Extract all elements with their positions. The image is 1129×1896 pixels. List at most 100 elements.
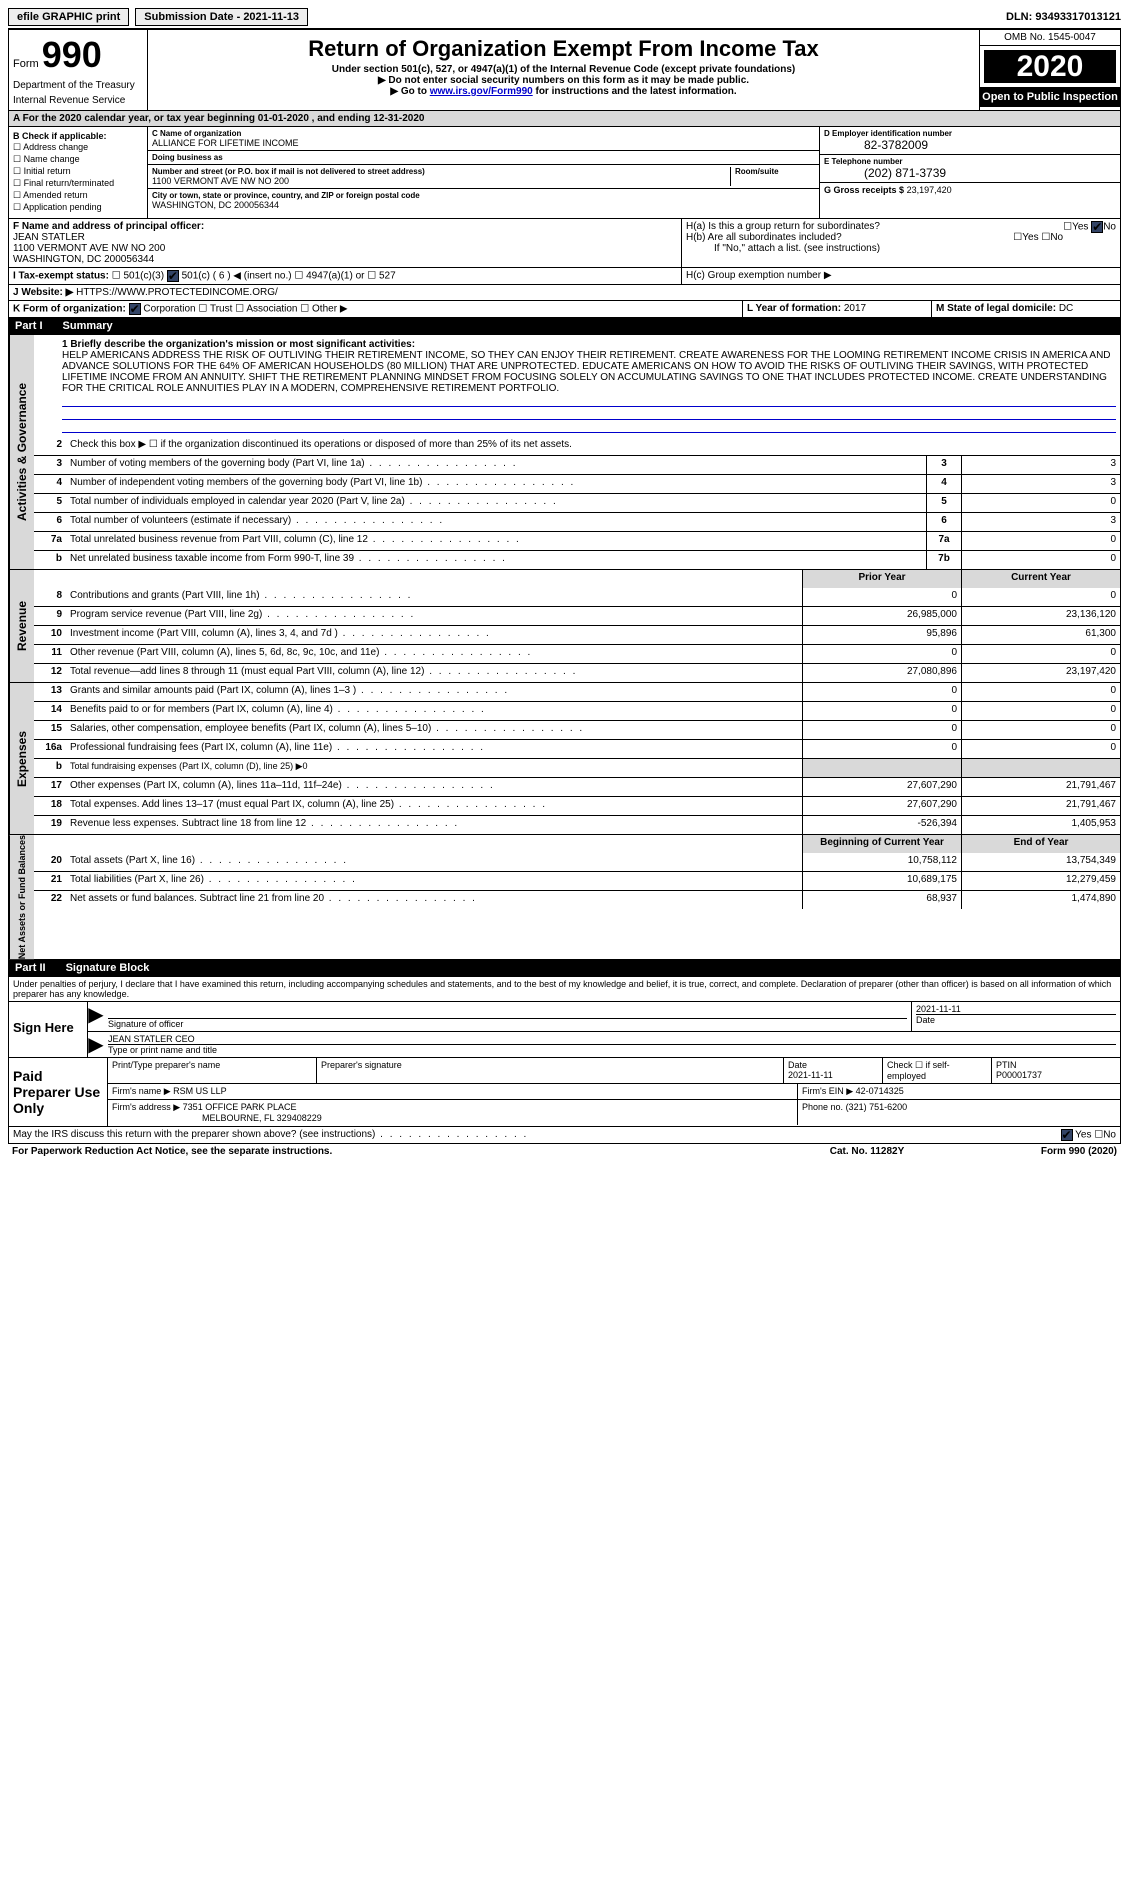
form-org-row: K Form of organization: Corporation ☐ Tr… (8, 301, 1121, 318)
table-row: 18Total expenses. Add lines 13–17 (must … (34, 796, 1120, 815)
revenue-section: Revenue Prior Year Current Year 8Contrib… (8, 570, 1121, 683)
firm-addr2: MELBOURNE, FL 329408229 (112, 1113, 322, 1123)
city-state-zip: WASHINGTON, DC 200056344 (152, 200, 815, 210)
chk-application-pending[interactable]: ☐ Application pending (13, 202, 143, 213)
tax-exempt-row: I Tax-exempt status: ☐ 501(c)(3) 501(c) … (8, 268, 1121, 285)
sign-here-label: Sign Here (9, 1002, 88, 1057)
table-row: bTotal fundraising expenses (Part IX, co… (34, 758, 1120, 777)
expenses-label: Expenses (9, 683, 34, 834)
table-row: 17Other expenses (Part IX, column (A), l… (34, 777, 1120, 796)
table-row: 10Investment income (Part VIII, column (… (34, 625, 1120, 644)
officer-addr2: WASHINGTON, DC 200056344 (13, 254, 677, 265)
box-b: B Check if applicable: ☐ Address change … (9, 127, 148, 218)
chk-initial-return[interactable]: ☐ Initial return (13, 166, 143, 177)
netassets-label: Net Assets or Fund Balances (9, 835, 34, 959)
ein-value: 82-3782009 (824, 138, 1116, 152)
prep-date: 2021-11-11 (788, 1070, 878, 1080)
table-row: 3Number of voting members of the governi… (34, 455, 1120, 474)
sig-date: 2021-11-11 (916, 1004, 1116, 1014)
table-row: 9Program service revenue (Part VIII, lin… (34, 606, 1120, 625)
netassets-section: Net Assets or Fund Balances Beginning of… (8, 835, 1121, 960)
expenses-section: Expenses 13Grants and similar amounts pa… (8, 683, 1121, 835)
firm-phone: (321) 751-6200 (846, 1102, 908, 1112)
chk-amended-return[interactable]: ☐ Amended return (13, 190, 143, 201)
table-row: 6Total number of volunteers (estimate if… (34, 512, 1120, 531)
table-row: 21Total liabilities (Part X, line 26)10,… (34, 871, 1120, 890)
form-number: 990 (42, 34, 102, 75)
table-row: bNet unrelated business taxable income f… (34, 550, 1120, 569)
table-row: 20Total assets (Part X, line 16)10,758,1… (34, 853, 1120, 871)
paid-preparer-label: Paid Preparer Use Only (9, 1058, 108, 1126)
table-row: 7aTotal unrelated business revenue from … (34, 531, 1120, 550)
entity-info-block: B Check if applicable: ☐ Address change … (8, 127, 1121, 219)
part-1-header: Part I Summary (8, 318, 1121, 335)
chk-name-change[interactable]: ☐ Name change (13, 154, 143, 165)
firm-ein: 42-0714325 (856, 1086, 904, 1096)
discuss-yes-check[interactable] (1061, 1129, 1073, 1141)
firm-name: RSM US LLP (173, 1086, 227, 1096)
website-row: J Website: ▶ HTTPS://WWW.PROTECTEDINCOME… (8, 285, 1121, 301)
preparer-block: Paid Preparer Use Only Print/Type prepar… (8, 1058, 1121, 1127)
table-row: 5Total number of individuals employed in… (34, 493, 1120, 512)
firm-addr1: 7351 OFFICE PARK PLACE (183, 1102, 297, 1112)
signer-name: JEAN STATLER CEO (108, 1034, 1116, 1044)
street-address: 1100 VERMONT AVE NW NO 200 (152, 176, 730, 186)
box-c: C Name of organization ALLIANCE FOR LIFE… (148, 127, 819, 218)
irs-link[interactable]: www.irs.gov/Form990 (430, 86, 533, 97)
chk-final-return[interactable]: ☐ Final return/terminated (13, 178, 143, 189)
h-a-no-check[interactable] (1091, 221, 1103, 233)
sig-arrow-icon-2: ▶ (88, 1032, 104, 1057)
top-bar: efile GRAPHIC print Submission Date - 20… (8, 8, 1121, 30)
discuss-row: May the IRS discuss this return with the… (8, 1127, 1121, 1144)
dln-label: DLN: 93493317013121 (1006, 11, 1121, 23)
governance-label: Activities & Governance (9, 335, 34, 569)
part-2-header: Part II Signature Block (8, 960, 1121, 977)
form-header: Form 990 Department of the Treasury Inte… (8, 30, 1121, 111)
corp-check[interactable] (129, 303, 141, 315)
tax-period-row: A For the 2020 calendar year, or tax yea… (8, 111, 1121, 127)
dept-treasury: Department of the Treasury (13, 80, 143, 91)
table-row: 13Grants and similar amounts paid (Part … (34, 683, 1120, 701)
subtitle-2: ▶ Do not enter social security numbers o… (152, 75, 975, 86)
officer-addr1: 1100 VERMONT AVE NW NO 200 (13, 243, 677, 254)
chk-address-change[interactable]: ☐ Address change (13, 142, 143, 153)
tax-year: 2020 (980, 46, 1120, 87)
year-formation: 2017 (844, 303, 866, 314)
website-url: HTTPS://WWW.PROTECTEDINCOME.ORG/ (76, 287, 278, 298)
table-row: 4Number of independent voting members of… (34, 474, 1120, 493)
submission-date-button[interactable]: Submission Date - 2021-11-13 (135, 8, 308, 26)
sig-arrow-icon: ▶ (88, 1002, 104, 1031)
open-public-badge: Open to Public Inspection (980, 87, 1120, 107)
table-row: 8Contributions and grants (Part VIII, li… (34, 588, 1120, 606)
omb-number: OMB No. 1545-0047 (980, 30, 1120, 46)
table-row: 11Other revenue (Part VIII, column (A), … (34, 644, 1120, 663)
table-row: 15Salaries, other compensation, employee… (34, 720, 1120, 739)
ptin: P00001737 (996, 1070, 1116, 1080)
phone-label: E Telephone number (824, 157, 1116, 166)
table-row: 2Check this box ▶ ☐ if the organization … (34, 437, 1120, 455)
gross-receipts: 23,197,420 (907, 185, 952, 195)
org-name: ALLIANCE FOR LIFETIME INCOME (152, 138, 815, 148)
dept-irs: Internal Revenue Service (13, 95, 143, 106)
penalty-text: Under penalties of perjury, I declare th… (8, 977, 1121, 1002)
table-row: 16aProfessional fundraising fees (Part I… (34, 739, 1120, 758)
governance-section: Activities & Governance 1 Briefly descri… (8, 335, 1121, 570)
subtitle-1: Under section 501(c), 527, or 4947(a)(1)… (152, 64, 975, 75)
table-row: 12Total revenue—add lines 8 through 11 (… (34, 663, 1120, 682)
officer-name: JEAN STATLER (13, 232, 677, 243)
efile-print-button[interactable]: efile GRAPHIC print (8, 8, 129, 26)
form-title: Return of Organization Exempt From Incom… (152, 36, 975, 62)
state-domicile: DC (1059, 303, 1073, 314)
mission-text: HELP AMERICANS ADDRESS THE RISK OF OUTLI… (62, 350, 1116, 394)
table-row: 14Benefits paid to or for members (Part … (34, 701, 1120, 720)
signature-block: Sign Here ▶ Signature of officer 2021-11… (8, 1002, 1121, 1058)
revenue-label: Revenue (9, 570, 34, 682)
501c6-check[interactable] (167, 270, 179, 282)
form-word: Form (13, 58, 39, 70)
page-footer: For Paperwork Reduction Act Notice, see … (8, 1144, 1121, 1159)
ein-label: D Employer identification number (824, 129, 1116, 138)
table-row: 19Revenue less expenses. Subtract line 1… (34, 815, 1120, 834)
box-de: D Employer identification number 82-3782… (819, 127, 1120, 218)
phone-value: (202) 871-3739 (824, 166, 1116, 180)
table-row: 22Net assets or fund balances. Subtract … (34, 890, 1120, 909)
